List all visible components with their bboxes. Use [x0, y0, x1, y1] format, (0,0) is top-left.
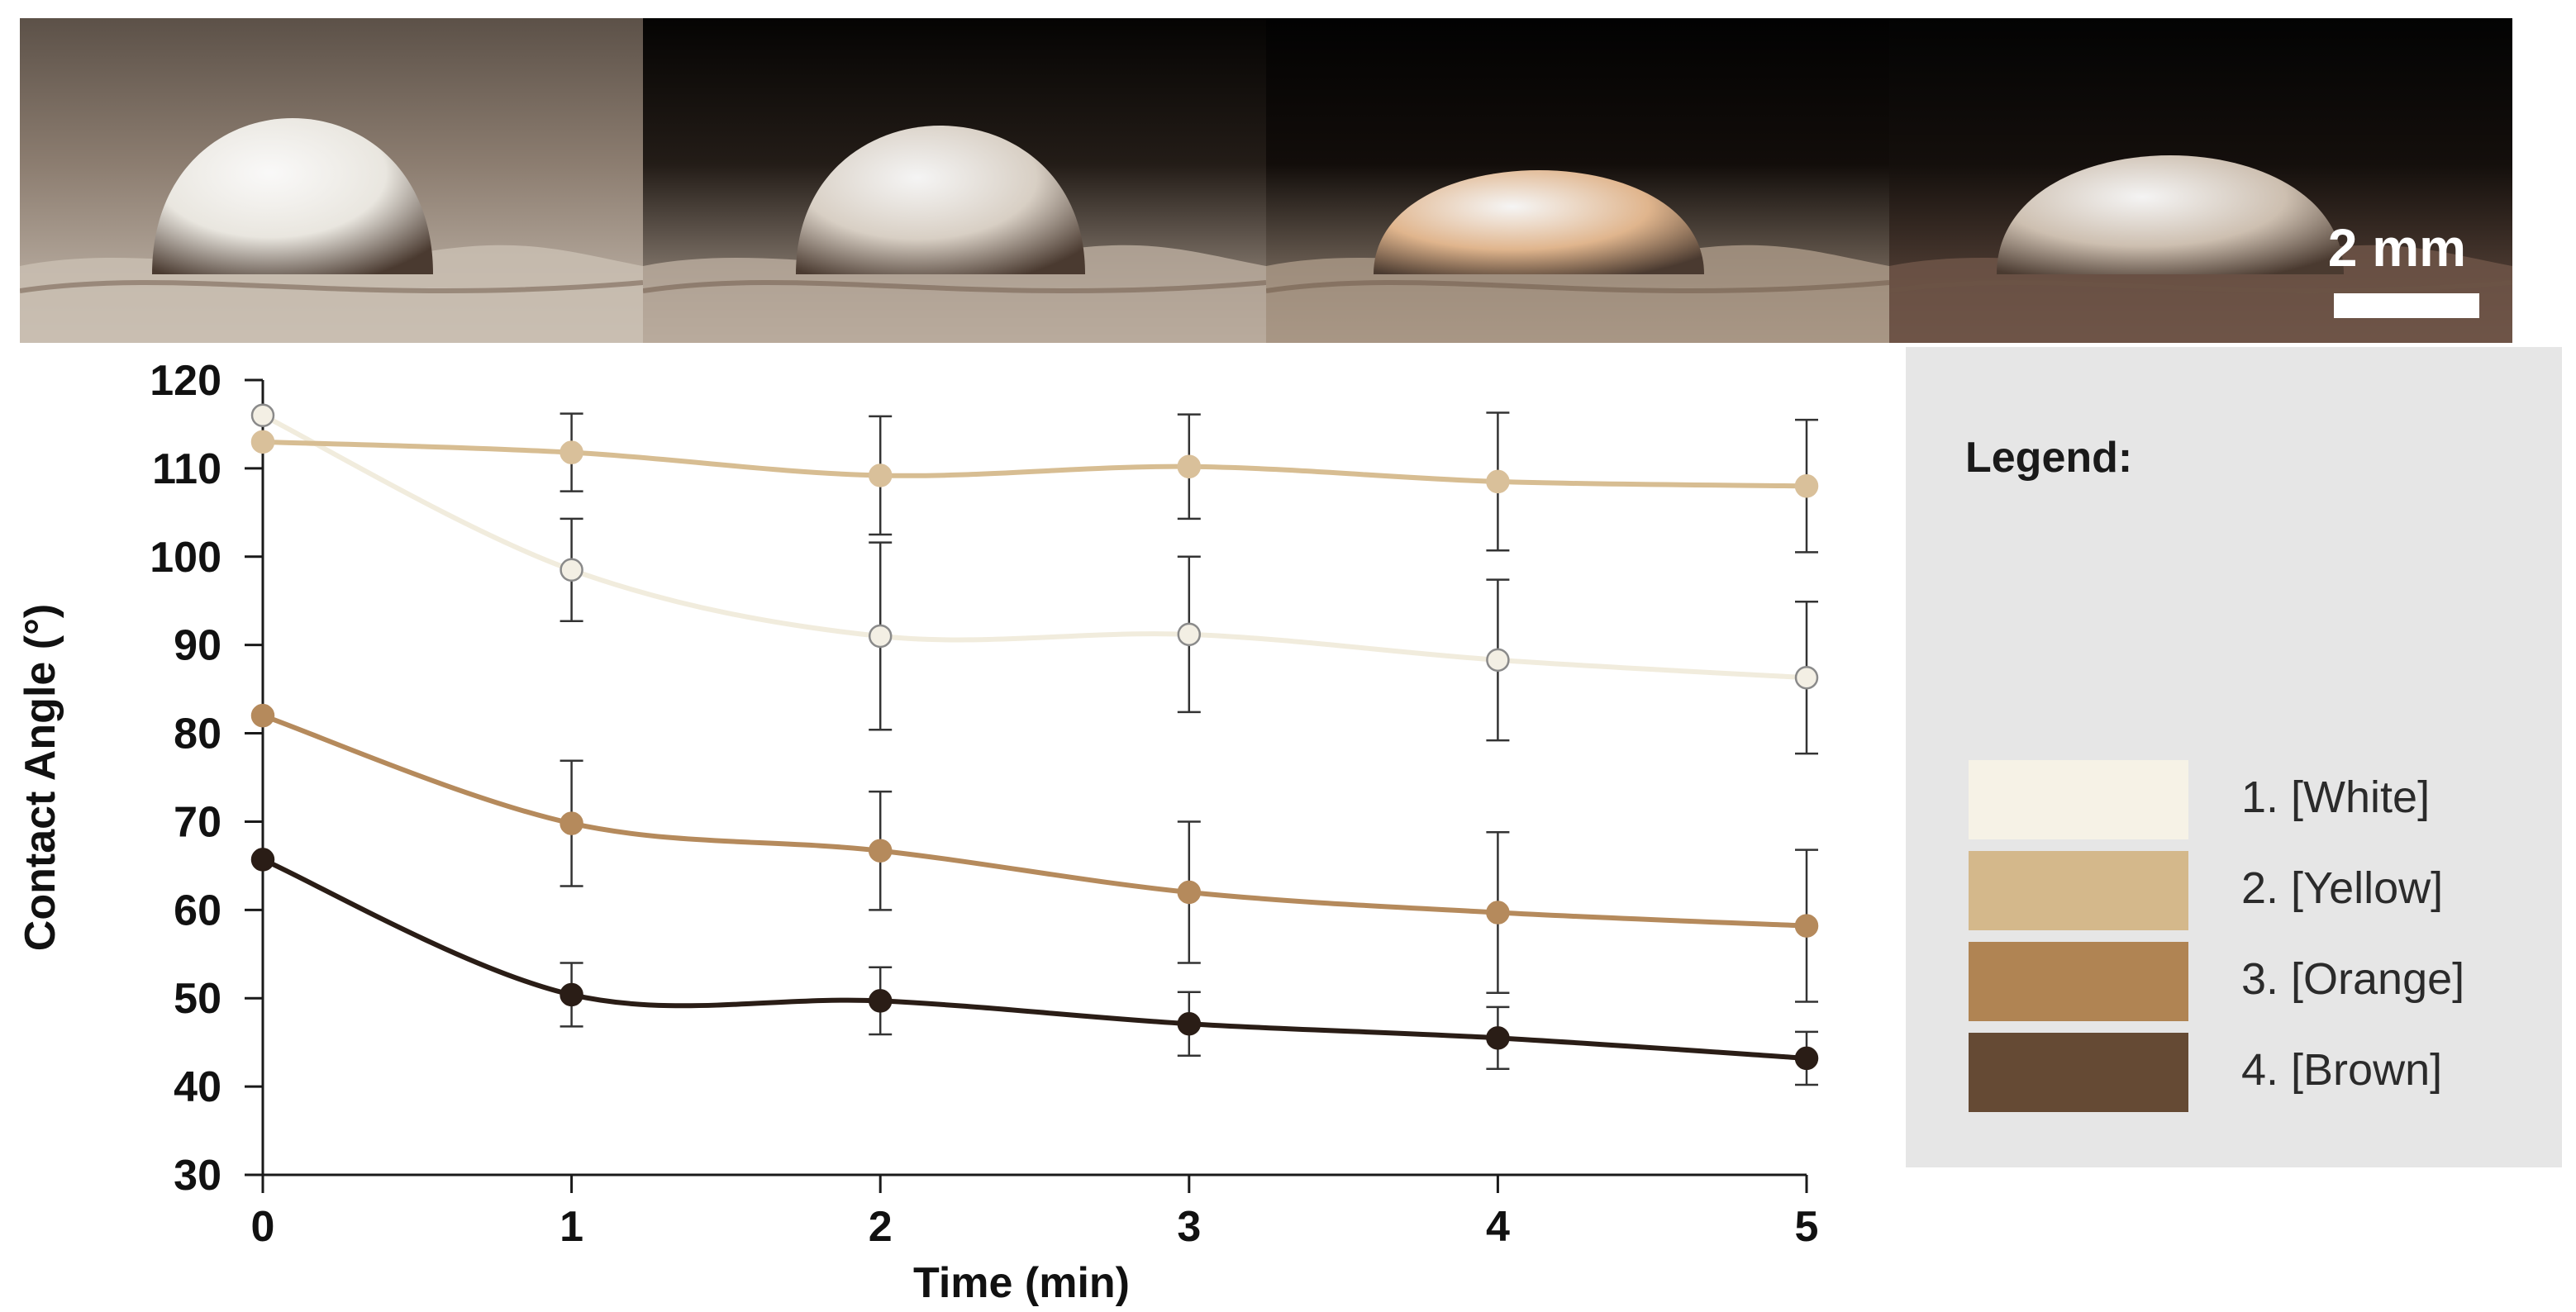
data-point-orange: [250, 703, 275, 728]
droplet-photo-white: [20, 18, 643, 343]
droplet-photo-yellow: [643, 18, 1266, 343]
legend-label: 2. [Yellow]: [2241, 863, 2444, 913]
legend-item: 3. [Orange]: [1969, 942, 2547, 1021]
y-axis-label: Contact Angle (°): [17, 604, 64, 951]
data-point-brown: [1177, 1011, 1202, 1036]
data-point-white: [1486, 648, 1510, 673]
data-point-yellow: [868, 463, 893, 487]
droplet-photo-strip: 2 mm: [20, 18, 2512, 343]
y-tick-label: 50: [174, 975, 221, 1023]
y-tick-label: 40: [174, 1063, 221, 1111]
data-point-brown: [1486, 1026, 1510, 1050]
data-point-yellow: [1794, 474, 1819, 498]
series-line-brown: [261, 857, 1807, 1061]
data-point-white: [559, 558, 583, 582]
series-line-yellow: [262, 439, 1807, 489]
data-point-orange: [559, 811, 583, 835]
y-tick-label: 120: [150, 357, 221, 405]
x-tick-label: 5: [1795, 1203, 1819, 1251]
y-tick-label: 80: [174, 711, 221, 758]
y-tick-label: 90: [174, 622, 221, 670]
data-point-brown: [559, 982, 583, 1007]
data-point-white: [868, 624, 893, 649]
data-point-orange: [1486, 901, 1510, 925]
x-tick-label: 4: [1486, 1203, 1510, 1251]
contact-angle-chart: 30 40 50 60 70 80 90 100 110 120 0 1 2 3 4 5 Time (min) C…: [17, 357, 1819, 1307]
x-axis-label: Time (min): [913, 1259, 1130, 1307]
y-tick-label: 30: [174, 1152, 221, 1200]
legend-swatch: [1969, 1033, 2188, 1112]
y-tick-label: 60: [174, 887, 221, 934]
legend-item: 4. [Brown]: [1969, 1033, 2547, 1112]
data-point-yellow: [559, 440, 583, 464]
data-point-yellow: [1177, 454, 1202, 479]
data-point-white: [1794, 665, 1819, 690]
data-point-orange: [868, 839, 893, 863]
legend-label: 3. [Orange]: [2241, 954, 2465, 1004]
series-line-orange: [262, 713, 1807, 929]
data-point-brown: [250, 848, 275, 872]
data-point-white: [250, 403, 275, 428]
legend-title: Legend:: [1965, 434, 2133, 482]
x-tick-label: 2: [869, 1203, 893, 1251]
series-line-white: [261, 413, 1807, 681]
scale-bar: [2334, 293, 2479, 318]
legend-swatch: [1969, 851, 2188, 930]
data-point-white: [1177, 622, 1202, 647]
legend-item: 2. [Yellow]: [1969, 851, 2547, 930]
data-point-brown: [1794, 1046, 1819, 1071]
droplet-photo-brown: 2 mm: [1889, 18, 2512, 343]
data-point-orange: [1794, 914, 1819, 938]
legend-panel: Legend: 1. [White] 2. [Yellow] 3. [Orange]…: [1906, 347, 2562, 1167]
legend-label: 4. [Brown]: [2241, 1045, 2443, 1095]
x-tick-label: 0: [251, 1203, 275, 1251]
droplet-photo-orange: [1266, 18, 1889, 343]
legend-label: 1. [White]: [2241, 772, 2431, 822]
legend-swatch: [1969, 760, 2188, 839]
y-tick-label: 110: [152, 445, 221, 493]
data-point-orange: [1177, 880, 1202, 905]
scale-bar-label: 2 mm: [2327, 218, 2466, 278]
data-point-yellow: [1486, 469, 1510, 494]
x-tick-label: 1: [559, 1203, 583, 1251]
legend-swatch: [1969, 942, 2188, 1021]
legend-item: 1. [White]: [1969, 760, 2547, 839]
y-tick-label: 100: [150, 534, 221, 582]
x-tick-label: 3: [1177, 1203, 1201, 1251]
data-point-yellow: [250, 430, 275, 454]
data-point-brown: [868, 989, 893, 1013]
y-tick-label: 70: [174, 798, 221, 846]
